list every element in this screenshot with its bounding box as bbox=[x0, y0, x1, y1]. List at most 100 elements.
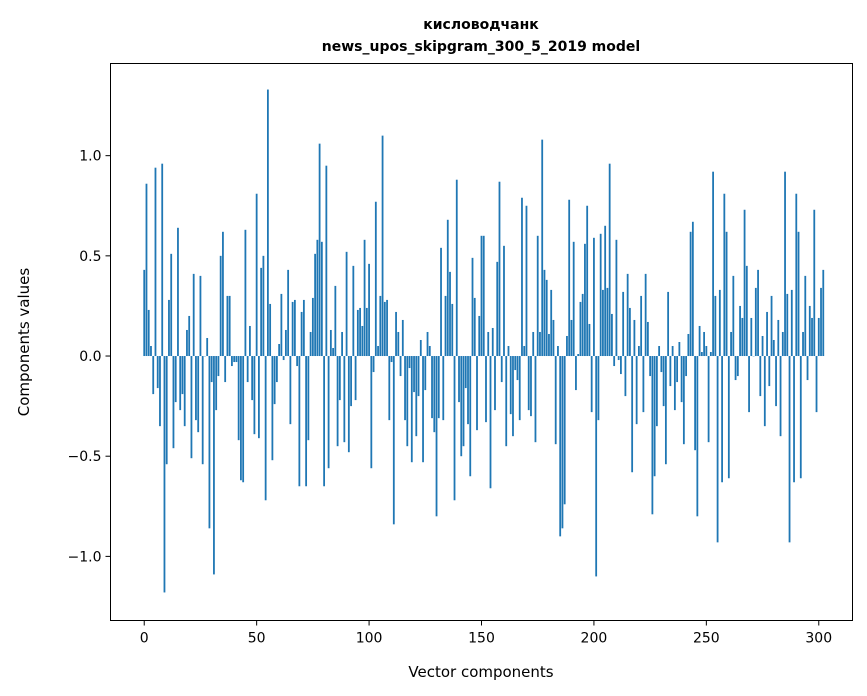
bar-103 bbox=[374, 201, 377, 357]
bar-154 bbox=[489, 356, 492, 489]
bar-50 bbox=[255, 193, 258, 357]
x-tick-label: 100 bbox=[356, 631, 383, 647]
bar-157 bbox=[496, 261, 499, 357]
bar-260 bbox=[727, 356, 730, 479]
bar-278 bbox=[768, 356, 771, 387]
bar-101 bbox=[370, 356, 373, 469]
bar-223 bbox=[644, 273, 647, 357]
bar-204 bbox=[602, 289, 604, 357]
bar-281 bbox=[775, 356, 777, 407]
bar-65 bbox=[289, 356, 292, 425]
bar-219 bbox=[635, 356, 638, 425]
y-tick-label: 1.0 bbox=[79, 149, 101, 165]
bar-114 bbox=[399, 356, 402, 377]
bar-270 bbox=[750, 317, 753, 357]
bar-5 bbox=[154, 167, 157, 357]
bar-160 bbox=[503, 245, 505, 357]
bar-263 bbox=[734, 356, 737, 381]
bar-288 bbox=[790, 289, 793, 357]
bar-156 bbox=[494, 356, 496, 411]
bar-1 bbox=[145, 183, 148, 357]
bar-11 bbox=[168, 299, 170, 357]
bar-218 bbox=[633, 319, 636, 357]
bar-37 bbox=[226, 295, 229, 357]
bar-240 bbox=[682, 356, 685, 445]
bar-75 bbox=[311, 297, 314, 357]
bar-234 bbox=[669, 356, 672, 387]
bar-198 bbox=[588, 323, 591, 357]
bar-259 bbox=[725, 231, 728, 357]
bar-112 bbox=[395, 311, 397, 357]
bar-100 bbox=[368, 263, 370, 357]
bar-106 bbox=[381, 135, 384, 357]
bar-302 bbox=[822, 269, 825, 357]
bar-293 bbox=[802, 331, 804, 357]
bar-79 bbox=[320, 241, 323, 357]
bar-176 bbox=[539, 331, 541, 357]
bar-48 bbox=[251, 356, 254, 401]
bar-200 bbox=[593, 237, 595, 357]
bar-66 bbox=[291, 301, 294, 357]
x-axis-label: Vector components bbox=[408, 663, 553, 681]
bar-235 bbox=[671, 346, 674, 357]
bar-214 bbox=[624, 356, 627, 397]
bar-109 bbox=[388, 356, 391, 421]
bar-10 bbox=[165, 356, 168, 465]
bar-272 bbox=[754, 287, 757, 357]
bar-123 bbox=[419, 339, 422, 357]
bar-162 bbox=[507, 346, 510, 357]
bar-284 bbox=[781, 331, 784, 357]
bar-146 bbox=[471, 257, 474, 357]
y-axis: −1.0 −0.5 0.0 0.5 1.0 bbox=[68, 149, 111, 565]
bar-283 bbox=[779, 356, 782, 437]
x-tick-label: 0 bbox=[140, 631, 149, 647]
bar-238 bbox=[678, 342, 681, 357]
bar-190 bbox=[570, 319, 573, 357]
bar-83 bbox=[329, 329, 332, 357]
bar-77 bbox=[316, 239, 319, 357]
bar-159 bbox=[500, 356, 503, 383]
bar-23 bbox=[195, 356, 197, 421]
chart-subtitle: news_upos_skipgram_300_5_2019 model bbox=[322, 39, 640, 55]
bar-207 bbox=[608, 163, 611, 357]
bar-275 bbox=[761, 335, 764, 357]
bar-208 bbox=[611, 313, 613, 357]
x-tick-label: 200 bbox=[581, 631, 608, 647]
bar-167 bbox=[518, 356, 521, 421]
bar-169 bbox=[523, 346, 526, 357]
bar-277 bbox=[766, 311, 768, 357]
bar-215 bbox=[626, 273, 629, 357]
bar-261 bbox=[730, 331, 732, 357]
bar-137 bbox=[451, 303, 454, 357]
bar-242 bbox=[687, 333, 690, 357]
bar-180 bbox=[548, 333, 550, 357]
bar-161 bbox=[505, 356, 508, 447]
bar-125 bbox=[424, 356, 427, 391]
bar-113 bbox=[397, 331, 400, 357]
bar-164 bbox=[512, 356, 514, 437]
bar-187 bbox=[563, 356, 566, 505]
bar-138 bbox=[453, 356, 456, 501]
y-tick-label: −0.5 bbox=[68, 449, 102, 465]
bar-216 bbox=[629, 307, 631, 357]
bar-95 bbox=[356, 309, 359, 357]
bar-4 bbox=[152, 356, 155, 395]
bar-105 bbox=[379, 295, 382, 357]
bar-265 bbox=[739, 305, 741, 357]
bar-287 bbox=[788, 356, 791, 543]
bar-115 bbox=[401, 319, 404, 357]
bar-30 bbox=[210, 356, 213, 383]
bar-31 bbox=[213, 356, 215, 575]
bar-97 bbox=[361, 325, 364, 357]
bar-72 bbox=[305, 356, 308, 487]
bar-251 bbox=[707, 356, 710, 443]
bar-177 bbox=[541, 139, 544, 357]
bar-143 bbox=[464, 356, 467, 389]
bar-171 bbox=[527, 356, 530, 411]
y-tick-label: 0.5 bbox=[79, 249, 101, 265]
bar-276 bbox=[763, 356, 766, 427]
bar-262 bbox=[732, 275, 735, 357]
bar-58 bbox=[273, 356, 276, 405]
bar-254 bbox=[714, 295, 717, 357]
bar-3 bbox=[150, 346, 152, 357]
